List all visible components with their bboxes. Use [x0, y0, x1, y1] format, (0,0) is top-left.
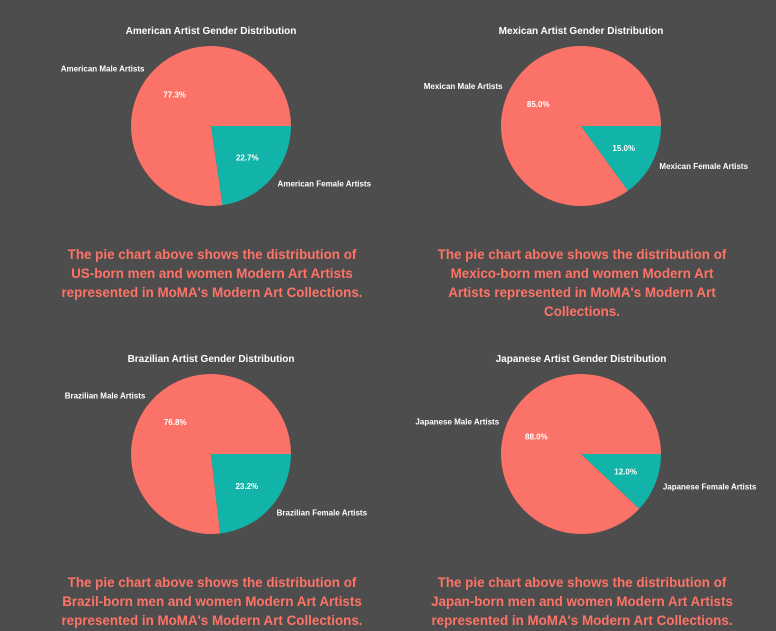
percent-label: 22.7% [236, 153, 259, 162]
percent-label: 85.0% [527, 100, 550, 109]
caption-line: represented in MoMA's Modern Art Collect… [61, 613, 363, 628]
slice-label: Mexican Male Artists [424, 82, 503, 91]
pie-chart-mexican: Mexican Artist Gender Distribution 85.0% M… [424, 26, 749, 207]
caption-japanese: The pie chart above shows the distributi… [388, 573, 776, 630]
pie-slice [501, 46, 661, 207]
chart-title: Japanese Artist Gender Distribution [496, 354, 667, 365]
percent-label: 77.3% [163, 91, 186, 100]
pie-slice [211, 126, 291, 206]
pie-chart-american: American Artist Gender Distribution 77.3%… [61, 26, 372, 207]
pie-chart-japanese: Japanese Artist Gender Distribution 88.0%… [415, 354, 757, 534]
percent-label: 15.0% [612, 144, 635, 153]
percent-label: 88.0% [525, 432, 548, 441]
caption-line: Mexico-born men and women Modern Art [450, 266, 714, 281]
pie-slice [211, 454, 291, 534]
caption-line: Japan-born men and women Modern Art Arti… [431, 594, 733, 609]
chart-title: American Artist Gender Distribution [126, 26, 297, 37]
caption-line: Brazil-born men and women Modern Art Art… [62, 594, 362, 609]
pie-slice [581, 454, 661, 509]
caption-mexican: The pie chart above shows the distributi… [388, 245, 776, 321]
caption-line: represented in MoMA's Modern Art Collect… [431, 613, 733, 628]
pie-chart-brazilian: Brazilian Artist Gender Distribution 76.8… [65, 354, 368, 534]
caption-line: Artists represented in MoMA's Modern Art [448, 285, 716, 300]
caption-line: The pie chart above shows the distributi… [437, 247, 727, 262]
caption-line: represented in MoMA's Modern Art Collect… [61, 285, 363, 300]
percent-label: 23.2% [235, 482, 258, 491]
slice-label: Brazilian Male Artists [65, 391, 146, 400]
caption-brazilian: The pie chart above shows the distributi… [18, 573, 406, 630]
caption-american: The pie chart above shows the distributi… [18, 245, 406, 302]
slice-label: American Male Artists [61, 64, 145, 73]
caption-line: US-born men and women Modern Art Artists [71, 266, 353, 281]
caption-line: Collections. [544, 304, 620, 319]
chart-title: Brazilian Artist Gender Distribution [128, 354, 295, 365]
slice-label: American Female Artists [278, 180, 372, 189]
caption-line: The pie chart above shows the distributi… [67, 247, 357, 262]
caption-line: The pie chart above shows the distributi… [437, 575, 727, 590]
slice-label: Japanese Male Artists [415, 418, 499, 427]
caption-line: The pie chart above shows the distributi… [67, 575, 357, 590]
slice-label: Brazilian Female Artists [277, 509, 368, 518]
percent-label: 76.8% [164, 418, 187, 427]
pie-slice [581, 126, 661, 191]
slice-label: Mexican Female Artists [659, 162, 748, 171]
percent-label: 12.0% [614, 468, 637, 477]
slice-label: Japanese Female Artists [663, 482, 757, 491]
chart-title: Mexican Artist Gender Distribution [499, 26, 664, 37]
